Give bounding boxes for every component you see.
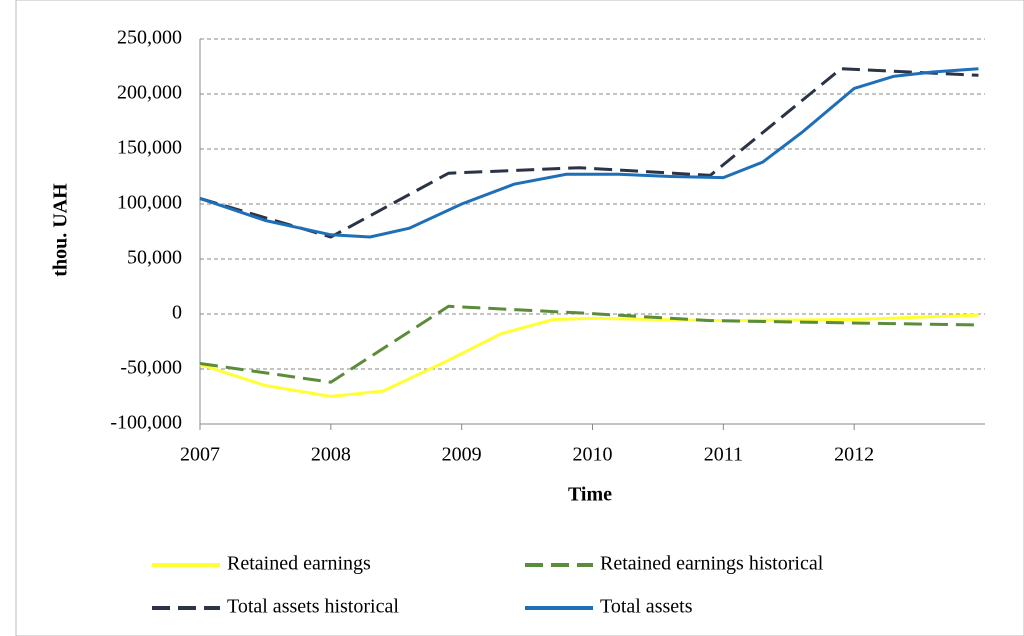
x-tick-label: 2007: [180, 444, 220, 466]
x-tick-label: 2011: [704, 444, 743, 466]
x-tick-label: 2008: [311, 444, 351, 466]
legend-label: Total assets historical: [227, 596, 399, 618]
series-line: [199, 304, 979, 384]
series-line: [199, 67, 979, 239]
x-axis-label: Time: [568, 484, 612, 506]
y-tick-label: 250,000: [117, 27, 182, 49]
y-tick-label: 200,000: [117, 82, 182, 104]
series-line: [199, 67, 979, 239]
series-line: [199, 313, 979, 399]
x-tick-label: 2009: [442, 444, 482, 466]
y-tick-label: 50,000: [127, 247, 182, 269]
legend-label: Total assets: [600, 596, 693, 618]
y-tick-label: -100,000: [110, 412, 182, 434]
y-tick-label: -50,000: [120, 357, 182, 379]
y-tick-label: 0: [172, 302, 182, 324]
y-axis-label: thou. UAH: [50, 183, 72, 277]
chart-frame: [15, 0, 1024, 636]
y-tick-label: 150,000: [117, 137, 182, 159]
x-tick-label: 2010: [573, 444, 613, 466]
legend-label: Retained earnings: [227, 553, 371, 575]
y-tick-label: 100,000: [117, 192, 182, 214]
legend-label: Retained earnings historical: [600, 553, 824, 575]
x-tick-label: 2012: [834, 444, 874, 466]
